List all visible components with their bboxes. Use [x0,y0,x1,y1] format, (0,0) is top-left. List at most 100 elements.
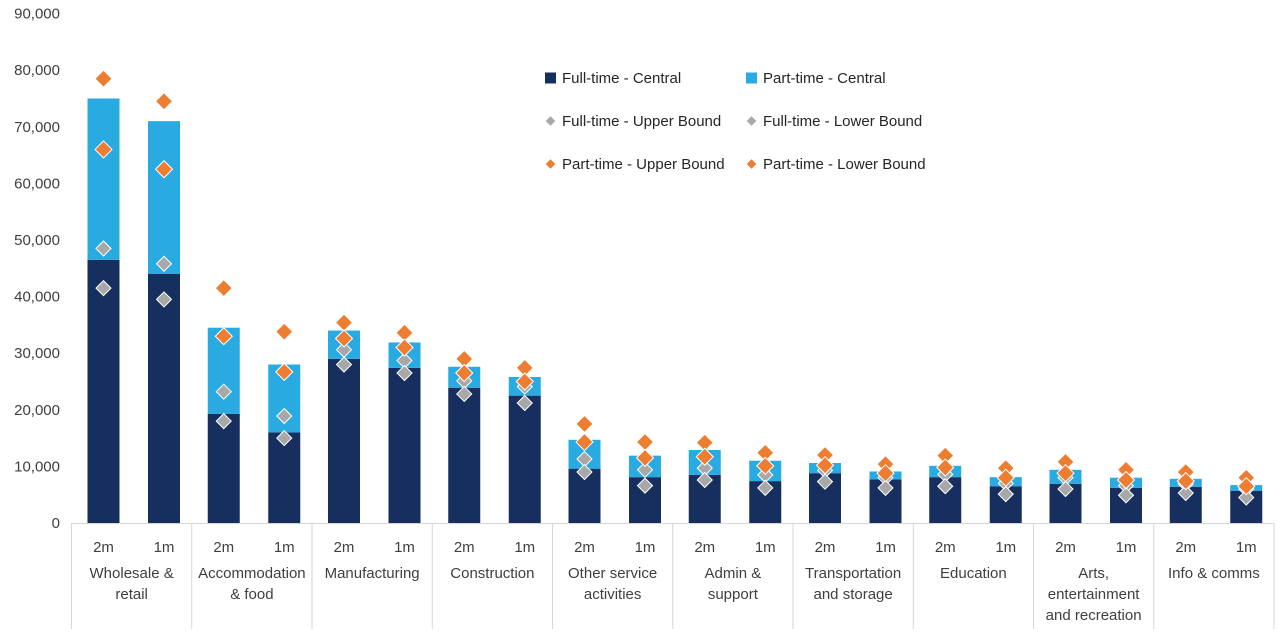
bar-period-label: 2m [574,539,595,556]
full-time-lower-bound-marker [937,478,954,495]
full-time-upper-bound-marker [276,407,293,425]
full-time-upper-bound-marker [155,255,173,272]
part-time-upper-bound-marker [94,69,113,88]
legend-diamond-marker-icon [745,157,758,171]
part-time-lower-bound-marker [214,327,233,346]
legend-diamond-marker-icon [544,157,557,171]
bar-period-label: 1m [755,539,776,556]
part-time-lower-bound-marker [1237,477,1256,496]
legend-diamond-marker-icon [745,114,758,128]
full-time-lower-bound-marker [1117,487,1135,504]
part-time-lower-bound-marker [154,160,174,179]
part-time-upper-bound-marker [575,414,594,434]
bar-period-label: 2m [93,539,114,556]
part-time-lower-bound-marker [334,329,354,348]
full-time-lower-bound-marker [997,485,1014,503]
full-time-central-bar [328,358,360,523]
part-time-upper-bound-marker [154,92,174,111]
legend-label: Part-time - Lower Bound [763,156,926,173]
part-time-lower-bound-marker [275,362,294,382]
full-time-lower-bound-marker [757,479,774,497]
full-time-lower-bound-marker [396,364,413,382]
category-label: & food [230,586,273,603]
part-time-central-bar [87,98,120,260]
bar-period-label: 2m [1055,539,1076,556]
bar-period-label: 1m [154,539,175,556]
part-time-central-bar [148,121,180,274]
part-time-lower-bound-marker [695,447,714,466]
category-label: activities [584,586,642,603]
y-axis-tick-label: 40,000 [14,289,60,306]
part-time-lower-bound-marker [756,456,775,476]
full-time-central-bar [207,413,240,523]
full-time-lower-bound-marker [696,471,713,489]
full-time-central-bar [388,367,421,523]
y-axis-tick-label: 30,000 [14,345,60,362]
full-time-lower-bound-marker [816,473,834,490]
bar-period-label: 2m [334,539,355,556]
part-time-lower-bound-marker [936,458,955,477]
full-time-upper-bound-marker [215,383,232,400]
part-time-lower-bound-marker [94,140,113,159]
full-time-upper-bound-marker [636,461,654,479]
full-time-upper-bound-marker [95,240,112,257]
full-time-lower-bound-marker [1238,489,1255,506]
full-time-lower-bound-marker [636,477,654,494]
bar-period-label: 2m [454,539,475,556]
legend-diamond-marker-icon [544,114,557,128]
category-label: Education [940,565,1007,582]
part-time-lower-bound-marker [635,448,655,468]
legend-label: Full-time - Central [562,70,681,87]
category-label: and recreation [1046,607,1142,624]
full-time-central-bar [148,273,180,523]
y-axis-tick-label: 80,000 [14,62,60,79]
category-label: Arts, [1078,565,1109,582]
full-time-central-bar [448,387,481,523]
category-label: entertainment [1048,586,1141,603]
full-time-lower-bound-marker [276,429,293,447]
category-label: Construction [450,565,534,582]
full-time-lower-bound-marker [215,412,232,430]
category-label: Admin & [705,565,762,582]
legend-label: Part-time - Upper Bound [562,156,725,173]
full-time-central-bar [87,259,120,523]
part-time-lower-bound-marker [1176,471,1195,491]
legend-label: Part-time - Central [763,70,886,87]
legend-label: Full-time - Upper Bound [562,113,721,130]
category-label: support [708,586,759,603]
part-time-lower-bound-marker [815,456,835,475]
bar-period-label: 2m [213,539,234,556]
full-time-central-bar [508,395,541,523]
bar-period-label: 1m [635,539,656,556]
category-label: Wholesale & [90,565,174,582]
part-time-upper-bound-marker [214,278,233,298]
part-time-upper-bound-marker [334,313,354,332]
part-time-lower-bound-marker [876,463,895,483]
full-time-lower-bound-marker [456,385,473,403]
bar-period-label: 1m [394,539,415,556]
bar-period-label: 1m [274,539,295,556]
part-time-lower-bound-marker [1056,463,1075,483]
bar-period-label: 2m [1175,539,1196,556]
bar-period-label: 2m [935,539,956,556]
y-axis-tick-label: 0 [52,515,60,532]
bar-period-label: 1m [514,539,535,556]
y-axis-tick-label: 70,000 [14,119,60,136]
category-label: and storage [814,586,893,603]
bar-period-label: 2m [694,539,715,556]
category-label: retail [115,586,148,603]
category-label: Transportation [805,565,901,582]
category-label: Info & comms [1168,565,1260,582]
part-time-lower-bound-marker [515,372,534,391]
part-time-lower-bound-marker [395,338,414,357]
bar-period-label: 1m [875,539,896,556]
part-time-upper-bound-marker [275,322,294,341]
y-axis-tick-label: 10,000 [14,458,60,475]
full-time-lower-bound-marker [155,291,173,308]
full-time-lower-bound-marker [335,356,353,373]
part-time-lower-bound-marker [1116,470,1136,490]
part-time-lower-bound-marker [996,468,1015,487]
category-label: Accommodation [198,565,306,582]
